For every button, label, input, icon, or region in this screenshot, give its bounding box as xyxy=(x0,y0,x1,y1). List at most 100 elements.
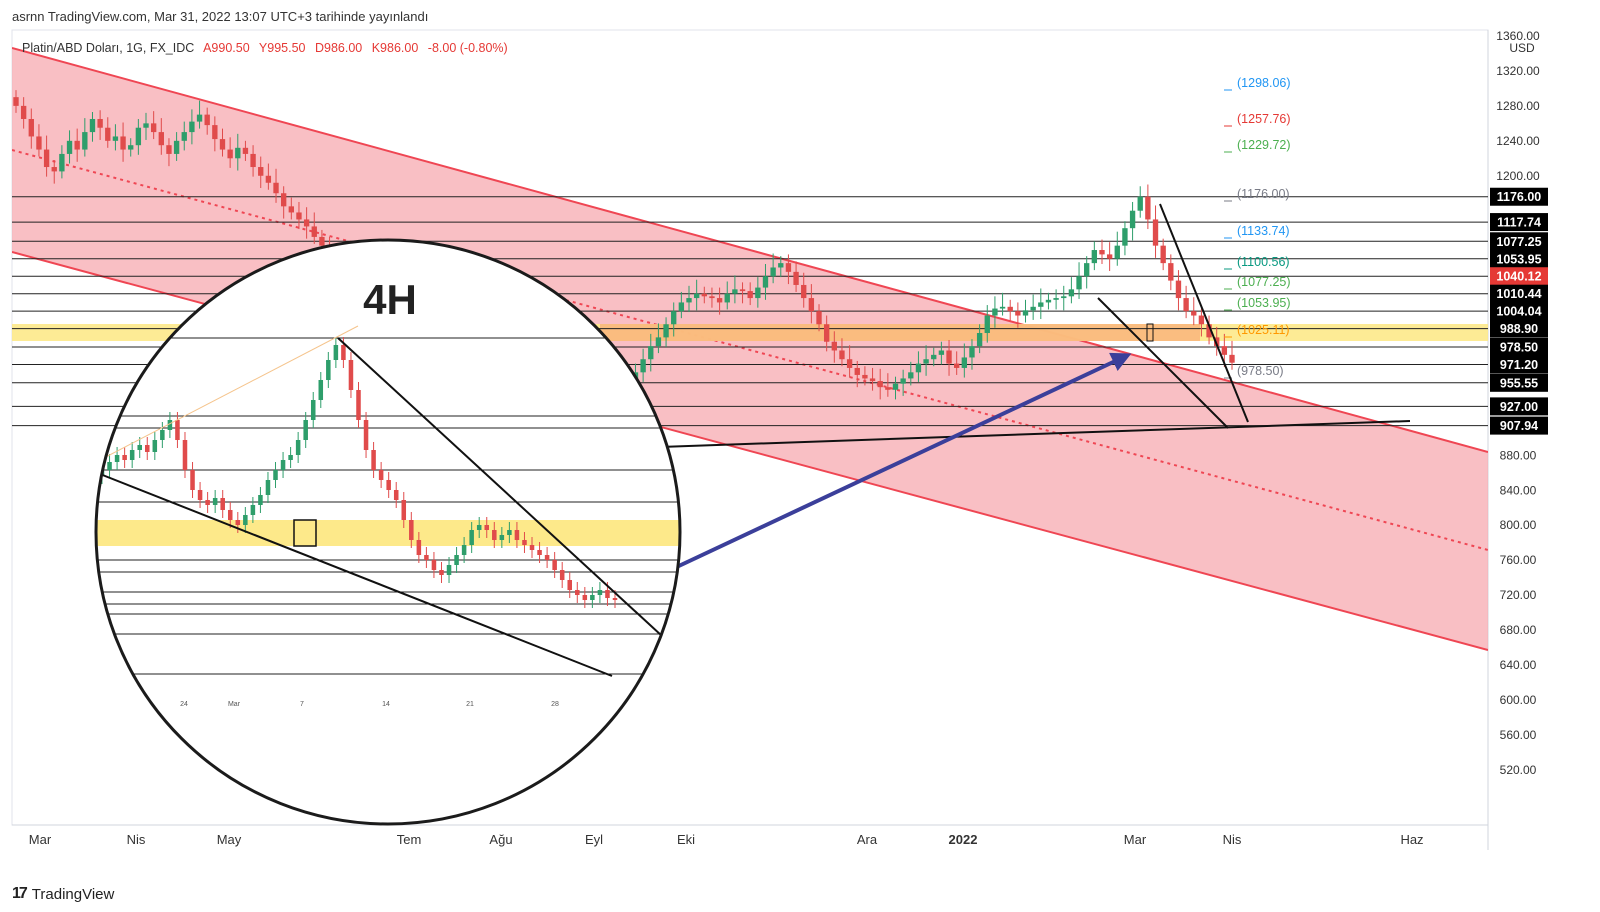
price-tick-label: 560.00 xyxy=(1500,728,1537,742)
candle-body xyxy=(235,147,241,159)
candle-body xyxy=(693,293,700,299)
candle-body xyxy=(946,350,952,364)
inset-candle-body xyxy=(514,530,520,540)
time-tick-label: Ağu xyxy=(489,832,512,847)
price-label-box xyxy=(1490,232,1548,251)
candle-body xyxy=(785,263,792,272)
candle-body xyxy=(265,175,272,183)
price-label-box xyxy=(1490,302,1548,321)
inset-candle-body xyxy=(476,525,482,530)
candle-body xyxy=(311,226,317,237)
inset-candle-body xyxy=(318,380,324,400)
inset-time-tick: 21 xyxy=(466,701,474,708)
inset-candle-body xyxy=(265,480,271,495)
inset-candle-body xyxy=(567,580,572,590)
time-tick-label: May xyxy=(217,832,242,847)
inset-candle-body xyxy=(393,490,399,500)
inset-candle-body xyxy=(401,500,407,520)
candle-body xyxy=(1229,354,1235,363)
price-axis[interactable]: 1360.00 1320.00 1280.00 1240.00 1200.00 880.0… xyxy=(1496,29,1540,777)
candle-body xyxy=(51,167,57,172)
inset-candle-body xyxy=(612,598,618,600)
inset-candle-body xyxy=(582,595,588,600)
candle-body xyxy=(1129,210,1136,229)
candle-body xyxy=(204,114,210,126)
channel-midline xyxy=(12,149,1488,551)
candle-body xyxy=(280,193,287,207)
candle-body xyxy=(1053,298,1059,300)
candle-body xyxy=(1198,315,1205,325)
inset-candle-body xyxy=(145,445,150,452)
inset-candle-body xyxy=(326,360,331,380)
price-labels: 1176.00 1117.74 1077.25 1053.95 1040.12 1010.… xyxy=(1490,187,1548,435)
time-tick-label: Mar xyxy=(29,832,52,847)
price-label: 907.94 xyxy=(1500,419,1538,433)
candle-body xyxy=(1007,306,1013,312)
candle-body xyxy=(1068,289,1075,297)
inset-time-tick: Mar xyxy=(228,701,241,708)
candle-body xyxy=(1122,228,1128,246)
candle-body xyxy=(296,212,302,220)
candle-body xyxy=(655,337,662,347)
inset-support-zone xyxy=(96,520,680,546)
inset-candle-body xyxy=(341,345,346,360)
candle-body xyxy=(150,123,157,133)
target-label: (1053.95) xyxy=(1237,296,1291,310)
candle-body xyxy=(227,149,233,159)
tradingview-logo[interactable]: 17 TradingView xyxy=(12,885,114,903)
price-tick-label: 1200.00 xyxy=(1496,169,1540,183)
candle-body xyxy=(770,267,776,277)
candle-body xyxy=(709,296,715,299)
candle-body xyxy=(303,219,310,227)
price-label-box xyxy=(1490,284,1548,303)
price-tick-label: 1240.00 xyxy=(1496,134,1540,148)
inset-candle-body xyxy=(484,525,490,530)
candle-body xyxy=(900,378,906,384)
target-label: (978.50) xyxy=(1237,364,1284,378)
candle-body xyxy=(1091,250,1098,264)
candle-body xyxy=(1152,219,1159,246)
candle-body xyxy=(258,167,264,176)
inset-candle-body xyxy=(212,498,218,505)
inset-fib-line xyxy=(99,325,359,461)
candle-body xyxy=(854,367,860,375)
inset-4h-chart: 24 Mar 7 14 21 28 4H xyxy=(94,238,682,826)
candle-body xyxy=(938,350,945,355)
inset-candle-body xyxy=(461,545,467,555)
inset-candle-body xyxy=(122,455,127,460)
candle-body xyxy=(196,114,203,122)
candle-body xyxy=(36,136,42,150)
target-label: (1133.74) xyxy=(1237,224,1290,238)
wedge-line-upper xyxy=(1159,203,1249,423)
candle-body xyxy=(135,127,142,146)
candle-body xyxy=(1061,296,1067,299)
candle-body xyxy=(288,206,294,213)
inset-candle-body xyxy=(190,470,195,490)
published-info: asrnn TradingView.com, Mar 31, 2022 13:0… xyxy=(12,9,429,24)
price-label-box xyxy=(1490,397,1548,416)
candle-body xyxy=(242,147,249,154)
candle-body xyxy=(923,359,929,364)
candle-body xyxy=(885,387,891,390)
inset-candle-body xyxy=(499,535,505,540)
inset-candle-body xyxy=(431,560,437,570)
candle-body xyxy=(189,121,195,133)
close-value: K986.00 xyxy=(372,41,419,55)
candle-body xyxy=(1168,263,1174,281)
candle-body xyxy=(1183,298,1189,312)
candle-body xyxy=(816,311,822,325)
target-label: (1229.72) xyxy=(1237,138,1291,152)
candle-body xyxy=(732,289,738,294)
target-label: (1257.76) xyxy=(1237,112,1291,126)
inset-candle-body xyxy=(492,530,497,540)
time-tick-label: Eki xyxy=(677,832,695,847)
time-axis[interactable]: Mar Nis May Tem Ağu Eyl Eki Ara 2022 Mar Nis Haz xyxy=(29,832,1424,847)
inset-candle-body xyxy=(250,505,256,515)
inset-candle-body xyxy=(280,460,286,470)
candle-body xyxy=(823,324,830,342)
candle-body xyxy=(319,236,325,246)
inset-candle-body xyxy=(529,545,535,550)
target-label: (1077.25) xyxy=(1237,275,1291,289)
